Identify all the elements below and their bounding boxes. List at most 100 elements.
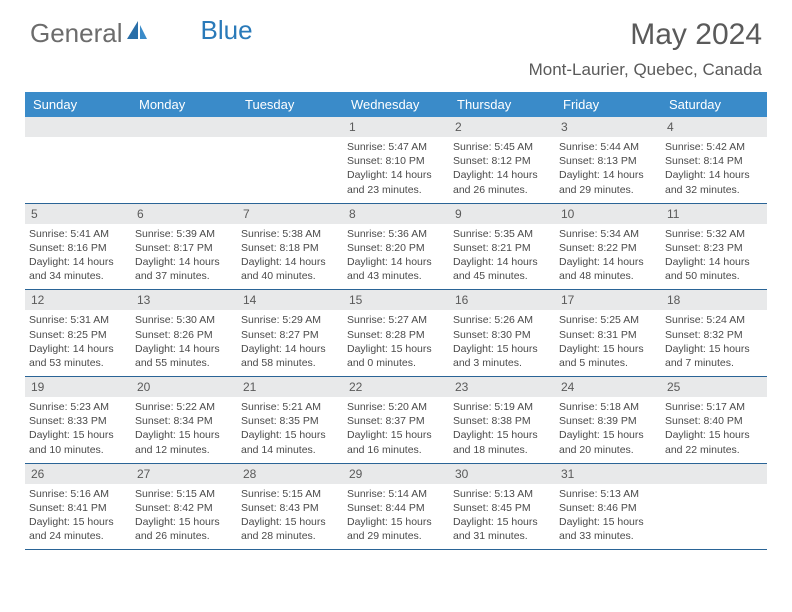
day-header: Friday [555,92,661,117]
date-number: 17 [555,290,661,310]
sail-icon [127,21,149,46]
calendar-cell: 2Sunrise: 5:45 AMSunset: 8:12 PMDaylight… [449,117,555,203]
date-number: 3 [555,117,661,137]
sun-info: Sunrise: 5:13 AMSunset: 8:46 PMDaylight:… [555,484,661,550]
week-row: 5Sunrise: 5:41 AMSunset: 8:16 PMDaylight… [25,204,767,291]
day-header: Wednesday [343,92,449,117]
sun-info: Sunrise: 5:42 AMSunset: 8:14 PMDaylight:… [661,137,767,203]
date-number: 29 [343,464,449,484]
date-number: 4 [661,117,767,137]
sun-info: Sunrise: 5:45 AMSunset: 8:12 PMDaylight:… [449,137,555,203]
date-number: 14 [237,290,343,310]
date-number: 18 [661,290,767,310]
date-number: 10 [555,204,661,224]
sun-info: Sunrise: 5:47 AMSunset: 8:10 PMDaylight:… [343,137,449,203]
sun-info: Sunrise: 5:30 AMSunset: 8:26 PMDaylight:… [131,310,237,376]
calendar-cell [131,117,237,203]
calendar-cell: 17Sunrise: 5:25 AMSunset: 8:31 PMDayligh… [555,290,661,376]
sun-info: Sunrise: 5:19 AMSunset: 8:38 PMDaylight:… [449,397,555,463]
calendar-cell: 15Sunrise: 5:27 AMSunset: 8:28 PMDayligh… [343,290,449,376]
title-block: May 2024 Mont-Laurier, Quebec, Canada [529,18,762,80]
date-number: 31 [555,464,661,484]
calendar-cell: 27Sunrise: 5:15 AMSunset: 8:42 PMDayligh… [131,464,237,550]
calendar-cell: 26Sunrise: 5:16 AMSunset: 8:41 PMDayligh… [25,464,131,550]
sun-info: Sunrise: 5:23 AMSunset: 8:33 PMDaylight:… [25,397,131,463]
calendar-cell: 23Sunrise: 5:19 AMSunset: 8:38 PMDayligh… [449,377,555,463]
week-row: 1Sunrise: 5:47 AMSunset: 8:10 PMDaylight… [25,117,767,204]
calendar-cell: 18Sunrise: 5:24 AMSunset: 8:32 PMDayligh… [661,290,767,376]
date-number: 28 [237,464,343,484]
week-row: 26Sunrise: 5:16 AMSunset: 8:41 PMDayligh… [25,464,767,551]
date-number: 19 [25,377,131,397]
calendar-cell: 31Sunrise: 5:13 AMSunset: 8:46 PMDayligh… [555,464,661,550]
sun-info: Sunrise: 5:44 AMSunset: 8:13 PMDaylight:… [555,137,661,203]
calendar-cell: 6Sunrise: 5:39 AMSunset: 8:17 PMDaylight… [131,204,237,290]
calendar-cell: 20Sunrise: 5:22 AMSunset: 8:34 PMDayligh… [131,377,237,463]
sun-info: Sunrise: 5:38 AMSunset: 8:18 PMDaylight:… [237,224,343,290]
day-header: Saturday [661,92,767,117]
calendar-cell: 30Sunrise: 5:13 AMSunset: 8:45 PMDayligh… [449,464,555,550]
header: General Blue May 2024 Mont-Laurier, Queb… [0,0,792,88]
month-year: May 2024 [529,18,762,52]
sun-info: Sunrise: 5:13 AMSunset: 8:45 PMDaylight:… [449,484,555,550]
calendar-cell: 4Sunrise: 5:42 AMSunset: 8:14 PMDaylight… [661,117,767,203]
empty-date [131,117,237,137]
sun-info: Sunrise: 5:21 AMSunset: 8:35 PMDaylight:… [237,397,343,463]
date-number: 25 [661,377,767,397]
date-number: 5 [25,204,131,224]
sun-info: Sunrise: 5:29 AMSunset: 8:27 PMDaylight:… [237,310,343,376]
calendar-cell: 25Sunrise: 5:17 AMSunset: 8:40 PMDayligh… [661,377,767,463]
sun-info: Sunrise: 5:24 AMSunset: 8:32 PMDaylight:… [661,310,767,376]
date-number: 8 [343,204,449,224]
date-number: 24 [555,377,661,397]
sun-info: Sunrise: 5:18 AMSunset: 8:39 PMDaylight:… [555,397,661,463]
sun-info: Sunrise: 5:26 AMSunset: 8:30 PMDaylight:… [449,310,555,376]
calendar-cell [661,464,767,550]
empty-date [661,464,767,484]
calendar-cell: 7Sunrise: 5:38 AMSunset: 8:18 PMDaylight… [237,204,343,290]
weeks: 1Sunrise: 5:47 AMSunset: 8:10 PMDaylight… [25,117,767,550]
calendar-cell: 24Sunrise: 5:18 AMSunset: 8:39 PMDayligh… [555,377,661,463]
week-row: 12Sunrise: 5:31 AMSunset: 8:25 PMDayligh… [25,290,767,377]
calendar-cell: 8Sunrise: 5:36 AMSunset: 8:20 PMDaylight… [343,204,449,290]
calendar-cell: 13Sunrise: 5:30 AMSunset: 8:26 PMDayligh… [131,290,237,376]
calendar-cell: 28Sunrise: 5:15 AMSunset: 8:43 PMDayligh… [237,464,343,550]
week-row: 19Sunrise: 5:23 AMSunset: 8:33 PMDayligh… [25,377,767,464]
calendar-cell: 9Sunrise: 5:35 AMSunset: 8:21 PMDaylight… [449,204,555,290]
sun-info: Sunrise: 5:22 AMSunset: 8:34 PMDaylight:… [131,397,237,463]
calendar-cell: 5Sunrise: 5:41 AMSunset: 8:16 PMDaylight… [25,204,131,290]
sun-info: Sunrise: 5:31 AMSunset: 8:25 PMDaylight:… [25,310,131,376]
date-number: 12 [25,290,131,310]
calendar-cell: 10Sunrise: 5:34 AMSunset: 8:22 PMDayligh… [555,204,661,290]
calendar-cell [237,117,343,203]
date-number: 26 [25,464,131,484]
sun-info: Sunrise: 5:16 AMSunset: 8:41 PMDaylight:… [25,484,131,550]
calendar-cell: 1Sunrise: 5:47 AMSunset: 8:10 PMDaylight… [343,117,449,203]
sun-info: Sunrise: 5:36 AMSunset: 8:20 PMDaylight:… [343,224,449,290]
sun-info: Sunrise: 5:32 AMSunset: 8:23 PMDaylight:… [661,224,767,290]
logo-text-1: General [30,18,123,49]
sun-info: Sunrise: 5:17 AMSunset: 8:40 PMDaylight:… [661,397,767,463]
calendar-cell: 3Sunrise: 5:44 AMSunset: 8:13 PMDaylight… [555,117,661,203]
day-header: Thursday [449,92,555,117]
day-header: Tuesday [237,92,343,117]
calendar-cell: 29Sunrise: 5:14 AMSunset: 8:44 PMDayligh… [343,464,449,550]
sun-info: Sunrise: 5:27 AMSunset: 8:28 PMDaylight:… [343,310,449,376]
sun-info: Sunrise: 5:35 AMSunset: 8:21 PMDaylight:… [449,224,555,290]
date-number: 9 [449,204,555,224]
day-header: Sunday [25,92,131,117]
empty-date [237,117,343,137]
sun-info: Sunrise: 5:39 AMSunset: 8:17 PMDaylight:… [131,224,237,290]
calendar-cell [25,117,131,203]
date-number: 1 [343,117,449,137]
date-number: 16 [449,290,555,310]
date-number: 13 [131,290,237,310]
empty-date [25,117,131,137]
date-number: 15 [343,290,449,310]
date-number: 23 [449,377,555,397]
sun-info: Sunrise: 5:25 AMSunset: 8:31 PMDaylight:… [555,310,661,376]
day-headers: SundayMondayTuesdayWednesdayThursdayFrid… [25,92,767,117]
date-number: 22 [343,377,449,397]
date-number: 2 [449,117,555,137]
sun-info: Sunrise: 5:34 AMSunset: 8:22 PMDaylight:… [555,224,661,290]
